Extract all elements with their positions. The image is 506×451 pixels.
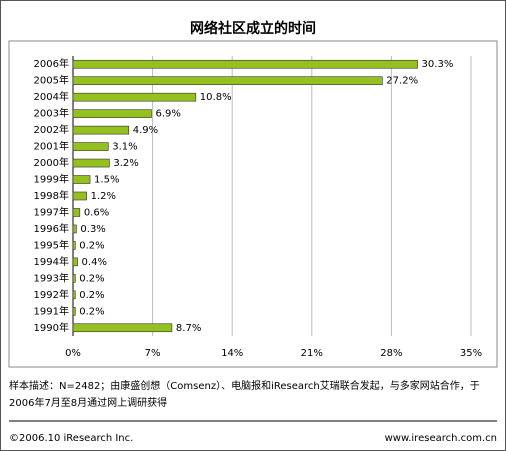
- data-label: 3.2%: [113, 158, 138, 169]
- bar: [72, 257, 78, 267]
- y-tick-label: 1991年: [34, 304, 69, 317]
- data-label: 1.2%: [91, 191, 116, 202]
- bar: [72, 241, 76, 250]
- bar: [72, 274, 76, 283]
- data-label: 0.3%: [80, 224, 105, 235]
- y-tick-label: 1990年: [34, 321, 69, 334]
- y-tick-label: 1996年: [34, 222, 69, 235]
- bar: [72, 76, 383, 86]
- y-tick-label: 1994年: [34, 255, 69, 268]
- y-tick-label: 1998年: [34, 189, 69, 202]
- y-tick-label: 1999年: [34, 173, 69, 186]
- y-tick-label: 1995年: [34, 238, 69, 251]
- data-label: 8.7%: [176, 323, 201, 334]
- bar: [72, 125, 130, 135]
- x-tick-label: 28%: [380, 348, 402, 359]
- plot-frame: [8, 40, 498, 368]
- x-tick-label: 0%: [65, 348, 81, 359]
- y-tick-label: 2000年: [34, 156, 69, 169]
- x-tick-label: 7%: [145, 348, 161, 359]
- data-label: 30.3%: [422, 59, 454, 70]
- bar: [72, 191, 87, 201]
- data-label: 6.9%: [155, 109, 180, 120]
- data-label: 10.8%: [200, 92, 232, 103]
- data-label: 0.2%: [79, 290, 104, 301]
- data-label: 0.2%: [79, 240, 104, 251]
- bar: [72, 323, 173, 333]
- bar: [72, 224, 77, 234]
- y-tick-label: 2004年: [34, 90, 69, 103]
- y-tick-label: 2005年: [34, 74, 69, 87]
- y-tick-label: 2002年: [34, 123, 69, 136]
- y-tick-label: 2001年: [34, 140, 69, 153]
- data-label: 4.9%: [133, 125, 158, 136]
- y-tick-label: 1997年: [34, 205, 69, 218]
- website: www.iresearch.com.cn: [385, 433, 497, 444]
- bar: [72, 59, 418, 69]
- x-tick-label: 14%: [221, 348, 243, 359]
- bar: [72, 290, 76, 300]
- data-label: 0.4%: [82, 257, 107, 268]
- bar: [72, 208, 81, 217]
- data-label: 0.2%: [79, 273, 104, 284]
- chart-title: 网络社区成立的时间: [190, 20, 316, 37]
- data-label: 1.5%: [94, 175, 119, 186]
- bar: [72, 158, 110, 168]
- data-label: 3.1%: [112, 142, 137, 153]
- bar: [72, 109, 152, 118]
- x-tick-label: 35%: [460, 348, 482, 359]
- bar: [72, 92, 197, 102]
- copyright: ©2006.10 iResearch Inc.: [9, 433, 133, 444]
- y-tick-label: 2003年: [34, 107, 69, 120]
- data-label: 27.2%: [386, 76, 418, 87]
- x-tick-label: 21%: [301, 348, 323, 359]
- bar: [72, 306, 76, 316]
- y-tick-label: 2006年: [34, 57, 69, 70]
- data-label: 0.2%: [79, 306, 104, 317]
- y-tick-label: 1992年: [34, 288, 69, 301]
- bar: [72, 175, 91, 184]
- note: 样本描述：N=2482；由康盛创想（Comsenz）、电脑报和iResearch…: [9, 381, 480, 409]
- data-label: 0.6%: [84, 207, 109, 218]
- y-tick-label: 1993年: [34, 271, 69, 284]
- bar: [72, 142, 109, 151]
